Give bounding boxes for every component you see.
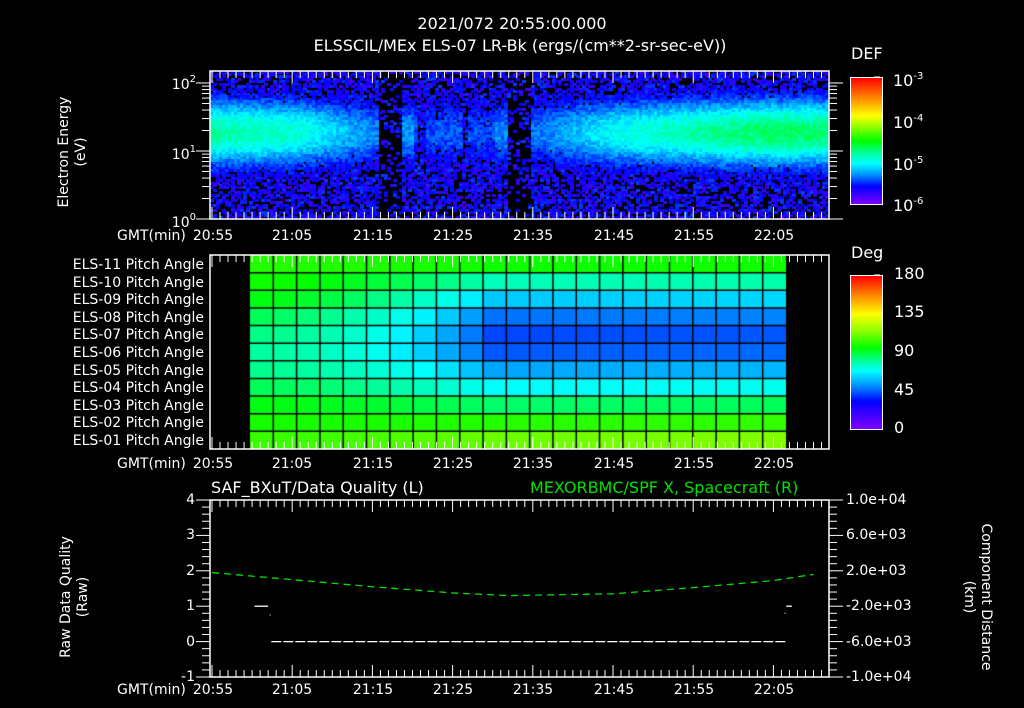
left-axis-units: (Raw) [75, 576, 91, 618]
left-axis-label: Raw Data Quality (Raw) [58, 532, 92, 662]
time-tick-label: 22:05 [753, 456, 795, 472]
left-series-title: SAF_BXuT/Data Quality (L) [211, 478, 424, 497]
pitch-angle-row-label: ELS-03 Pitch Angle [72, 397, 204, 414]
time-tick-label: 22:05 [753, 682, 795, 698]
left-axis-tick: 1 [186, 598, 195, 615]
right-axis-units: (km) [961, 580, 977, 614]
energy-spectrogram [210, 71, 829, 219]
energy-tick-1: 100 [171, 212, 196, 231]
pitch-angle-row-label: ELS-02 Pitch Angle [72, 415, 204, 432]
time-tick-label: 21:45 [593, 228, 635, 244]
time-tick-label: 21:35 [512, 228, 554, 244]
right-series-title: MEXORBMC/SPF X, Spacecraft (R) [530, 478, 799, 497]
right-axis-tick: -6.0e+03 [846, 633, 912, 650]
right-axis-tick: 1.0e+04 [846, 492, 907, 508]
time-tick-label: 21:25 [432, 228, 474, 244]
timestamp-title: 2021/072 20:55:00.000 [417, 14, 607, 33]
right-axis-tick: -2.0e+03 [846, 598, 912, 615]
time-tick-label: 21:25 [432, 682, 474, 698]
def-tick-1e-6: 10-6 [893, 196, 924, 215]
pitch-angle-row-label: ELS-09 Pitch Angle [72, 292, 204, 309]
deg-tick-0: 0 [894, 418, 905, 437]
pitch-angle-row-label: ELS-10 Pitch Angle [72, 274, 204, 291]
pitch-angle-row-label: ELS-06 Pitch Angle [72, 345, 204, 361]
time-tick-label: 21:25 [432, 456, 474, 472]
deg-colorbar [850, 275, 883, 430]
time-tick-label: 21:55 [673, 456, 715, 472]
right-axis-tick: -1.0e+04 [846, 669, 912, 685]
time-tick-label: 21:55 [673, 228, 715, 244]
pitch-angle-row-label: ELS-08 Pitch Angle [72, 309, 204, 326]
deg-tick-180: 180 [894, 264, 925, 283]
time-tick-label: 21:15 [352, 456, 394, 472]
time-tick-label: 21:35 [512, 456, 554, 472]
time-tick-label: 21:45 [593, 456, 635, 472]
deg-tick-90: 90 [894, 341, 915, 360]
time-tick-label: 21:05 [271, 228, 313, 244]
def-tick-1e-4: 10-4 [893, 113, 924, 132]
right-axis-tick: 2.0e+03 [846, 562, 907, 579]
time-tick-label: 20:55 [192, 228, 234, 244]
pitch-angle-row-label: ELS-07 Pitch Angle [72, 327, 204, 344]
left-axis-tick: 0 [186, 633, 195, 650]
deg-colorbar-label: Deg [851, 243, 884, 262]
deg-tick-45: 45 [894, 380, 915, 399]
pitch-angle-row-label: ELS-05 Pitch Angle [72, 362, 204, 379]
def-colorbar [850, 77, 883, 205]
time-tick-label: 21:55 [673, 682, 715, 698]
spectrogram-title: ELSSCIL/MEx ELS-07 LR-Bk (ergs/(cm**2-sr… [313, 36, 727, 55]
pitch-angle-row-label: ELS-01 Pitch Angle [72, 433, 204, 449]
def-colorbar-label: DEF [851, 44, 883, 63]
left-axis-title: Raw Data Quality [58, 536, 74, 658]
spectrogram-axes [196, 70, 880, 220]
energy-tick-10: 101 [171, 144, 196, 163]
time-tick-label: 21:35 [512, 682, 554, 698]
right-axis-label: Component Distance (km) [960, 522, 994, 672]
left-axis-tick: 2 [186, 562, 195, 579]
time-tick-label: 20:55 [192, 456, 234, 472]
time-tick-label: 22:05 [753, 228, 795, 244]
deg-tick-135: 135 [894, 302, 925, 321]
left-axis-tick: 4 [186, 492, 195, 508]
time-tick-label: 21:15 [352, 228, 394, 244]
right-axis-tick: 6.0e+03 [846, 527, 907, 544]
time-axis-label: GMT(min) [117, 456, 186, 472]
time-tick-label: 21:05 [271, 682, 313, 698]
pitch-angle-row-label: ELS-04 Pitch Angle [72, 380, 204, 397]
time-tick-label: 21:05 [271, 456, 313, 472]
pitch-angle-row-label: ELS-11 Pitch Angle [72, 257, 204, 273]
time-axis-label: GMT(min) [117, 228, 186, 244]
energy-tick-100: 102 [171, 74, 196, 93]
time-tick-label: 21:15 [352, 682, 394, 698]
def-tick-1e-5: 10-5 [893, 155, 924, 174]
time-tick-label: 21:45 [593, 682, 635, 698]
def-tick-1e-3: 10-3 [893, 71, 924, 90]
time-tick-label: 20:55 [192, 682, 234, 698]
left-axis-tick: 3 [186, 527, 195, 544]
time-axis-label: GMT(min) [117, 682, 186, 698]
left-axis-tick: -1 [181, 669, 195, 685]
right-axis-title: Component Distance [978, 523, 994, 671]
pitch-angle-heatmap [210, 255, 829, 449]
